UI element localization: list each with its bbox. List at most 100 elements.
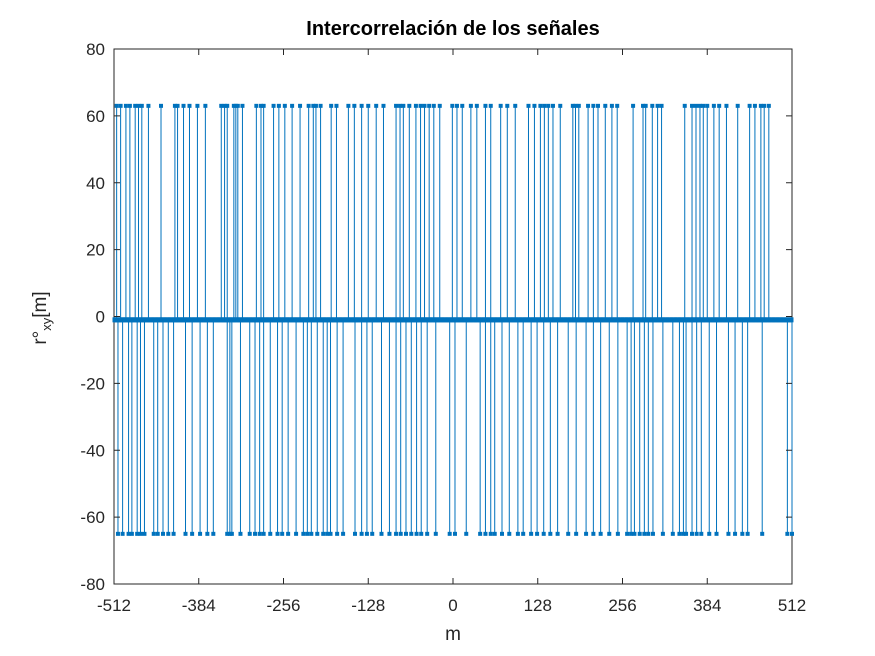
stem-marker (171, 531, 176, 536)
stem-marker (711, 103, 716, 108)
stem-marker (359, 103, 364, 108)
stem-marker (682, 103, 687, 108)
stem-marker (760, 531, 765, 536)
stem-marker (631, 103, 636, 108)
stem-marker (306, 103, 311, 108)
stem-marker (574, 531, 579, 536)
x-axis-label: m (445, 624, 461, 645)
stem-marker (726, 531, 731, 536)
stem-marker (394, 103, 399, 108)
x-tick-label: 256 (608, 596, 636, 615)
stem-marker (172, 103, 177, 108)
stem-marker (387, 531, 392, 536)
stem-marker (694, 531, 699, 536)
stem-marker (286, 531, 291, 536)
stem-marker (159, 103, 164, 108)
stem-marker (222, 103, 227, 108)
x-tick-label: -384 (182, 596, 216, 615)
stem-marker (225, 531, 230, 536)
stem-marker (714, 531, 719, 536)
stem-marker (747, 103, 752, 108)
stem-marker (641, 103, 646, 108)
stem-marker (190, 531, 195, 536)
stem-marker (313, 103, 318, 108)
stem-marker (414, 531, 419, 536)
stem-marker (615, 103, 620, 108)
stem-marker (321, 531, 326, 536)
stem-marker (258, 103, 263, 108)
stem-marker (699, 531, 704, 536)
stem-marker (632, 531, 637, 536)
stem-marker (374, 103, 379, 108)
stem-marker (548, 531, 553, 536)
stem-marker (118, 103, 123, 108)
stem-marker (701, 103, 706, 108)
stem-marker (298, 103, 303, 108)
stem-marker (305, 531, 310, 536)
stem-marker (341, 531, 346, 536)
stem-marker (160, 531, 165, 536)
stem-marker (693, 103, 698, 108)
stem-marker (468, 103, 473, 108)
stem-marker (419, 531, 424, 536)
stem-marker (450, 103, 455, 108)
stem-marker (359, 531, 364, 536)
stem-marker (507, 531, 512, 536)
stem-marker (513, 103, 518, 108)
stem-marker (366, 103, 371, 108)
stem-marker (607, 531, 612, 536)
stem-marker (187, 103, 192, 108)
stem-marker (596, 103, 601, 108)
stem-marker (315, 531, 320, 536)
stem-marker (328, 531, 333, 536)
stem-marker (532, 103, 537, 108)
stem-marker (198, 531, 203, 536)
stem-marker (294, 531, 299, 536)
stem-marker (151, 531, 156, 536)
stem-marker (301, 531, 306, 536)
stem-marker (478, 531, 483, 536)
stem-marker (427, 103, 432, 108)
stem-marker (586, 103, 591, 108)
stem-marker (136, 103, 141, 108)
stem-marker (555, 531, 560, 536)
stem-marker (146, 103, 151, 108)
stem-marker (123, 103, 128, 108)
y-tick-label: 0 (96, 308, 105, 327)
stem-marker (705, 103, 710, 108)
stem-marker (352, 103, 357, 108)
stem-marker (609, 103, 614, 108)
stem-marker (325, 531, 330, 536)
stem-marker (175, 103, 180, 108)
stem-marker (275, 531, 280, 536)
stem-marker (637, 531, 642, 536)
stem-marker (379, 531, 384, 536)
stem-marker (558, 103, 563, 108)
stem-marker (735, 103, 740, 108)
stem-marker (684, 531, 689, 536)
stem-marker (660, 531, 665, 536)
stem-marker (114, 103, 119, 108)
stem-marker (745, 531, 750, 536)
x-tick-label: -128 (351, 596, 385, 615)
stem-marker (329, 103, 334, 108)
stem-marker (492, 531, 497, 536)
stem-marker (126, 531, 131, 536)
stem-marker (431, 103, 436, 108)
baseline-markers (112, 317, 794, 323)
stem-marker (538, 103, 543, 108)
stem-marker (570, 103, 575, 108)
stem-marker (309, 531, 314, 536)
stem-marker (766, 103, 771, 108)
stem-marker (282, 103, 287, 108)
stem-marker (381, 103, 386, 108)
stem-marker (398, 531, 403, 536)
stem-marker (591, 531, 596, 536)
stem-marker (413, 103, 418, 108)
stem-marker (460, 103, 465, 108)
x-tick-label: -512 (97, 596, 131, 615)
stem-marker (646, 531, 651, 536)
stem-marker (335, 531, 340, 536)
stem-marker (155, 531, 160, 536)
